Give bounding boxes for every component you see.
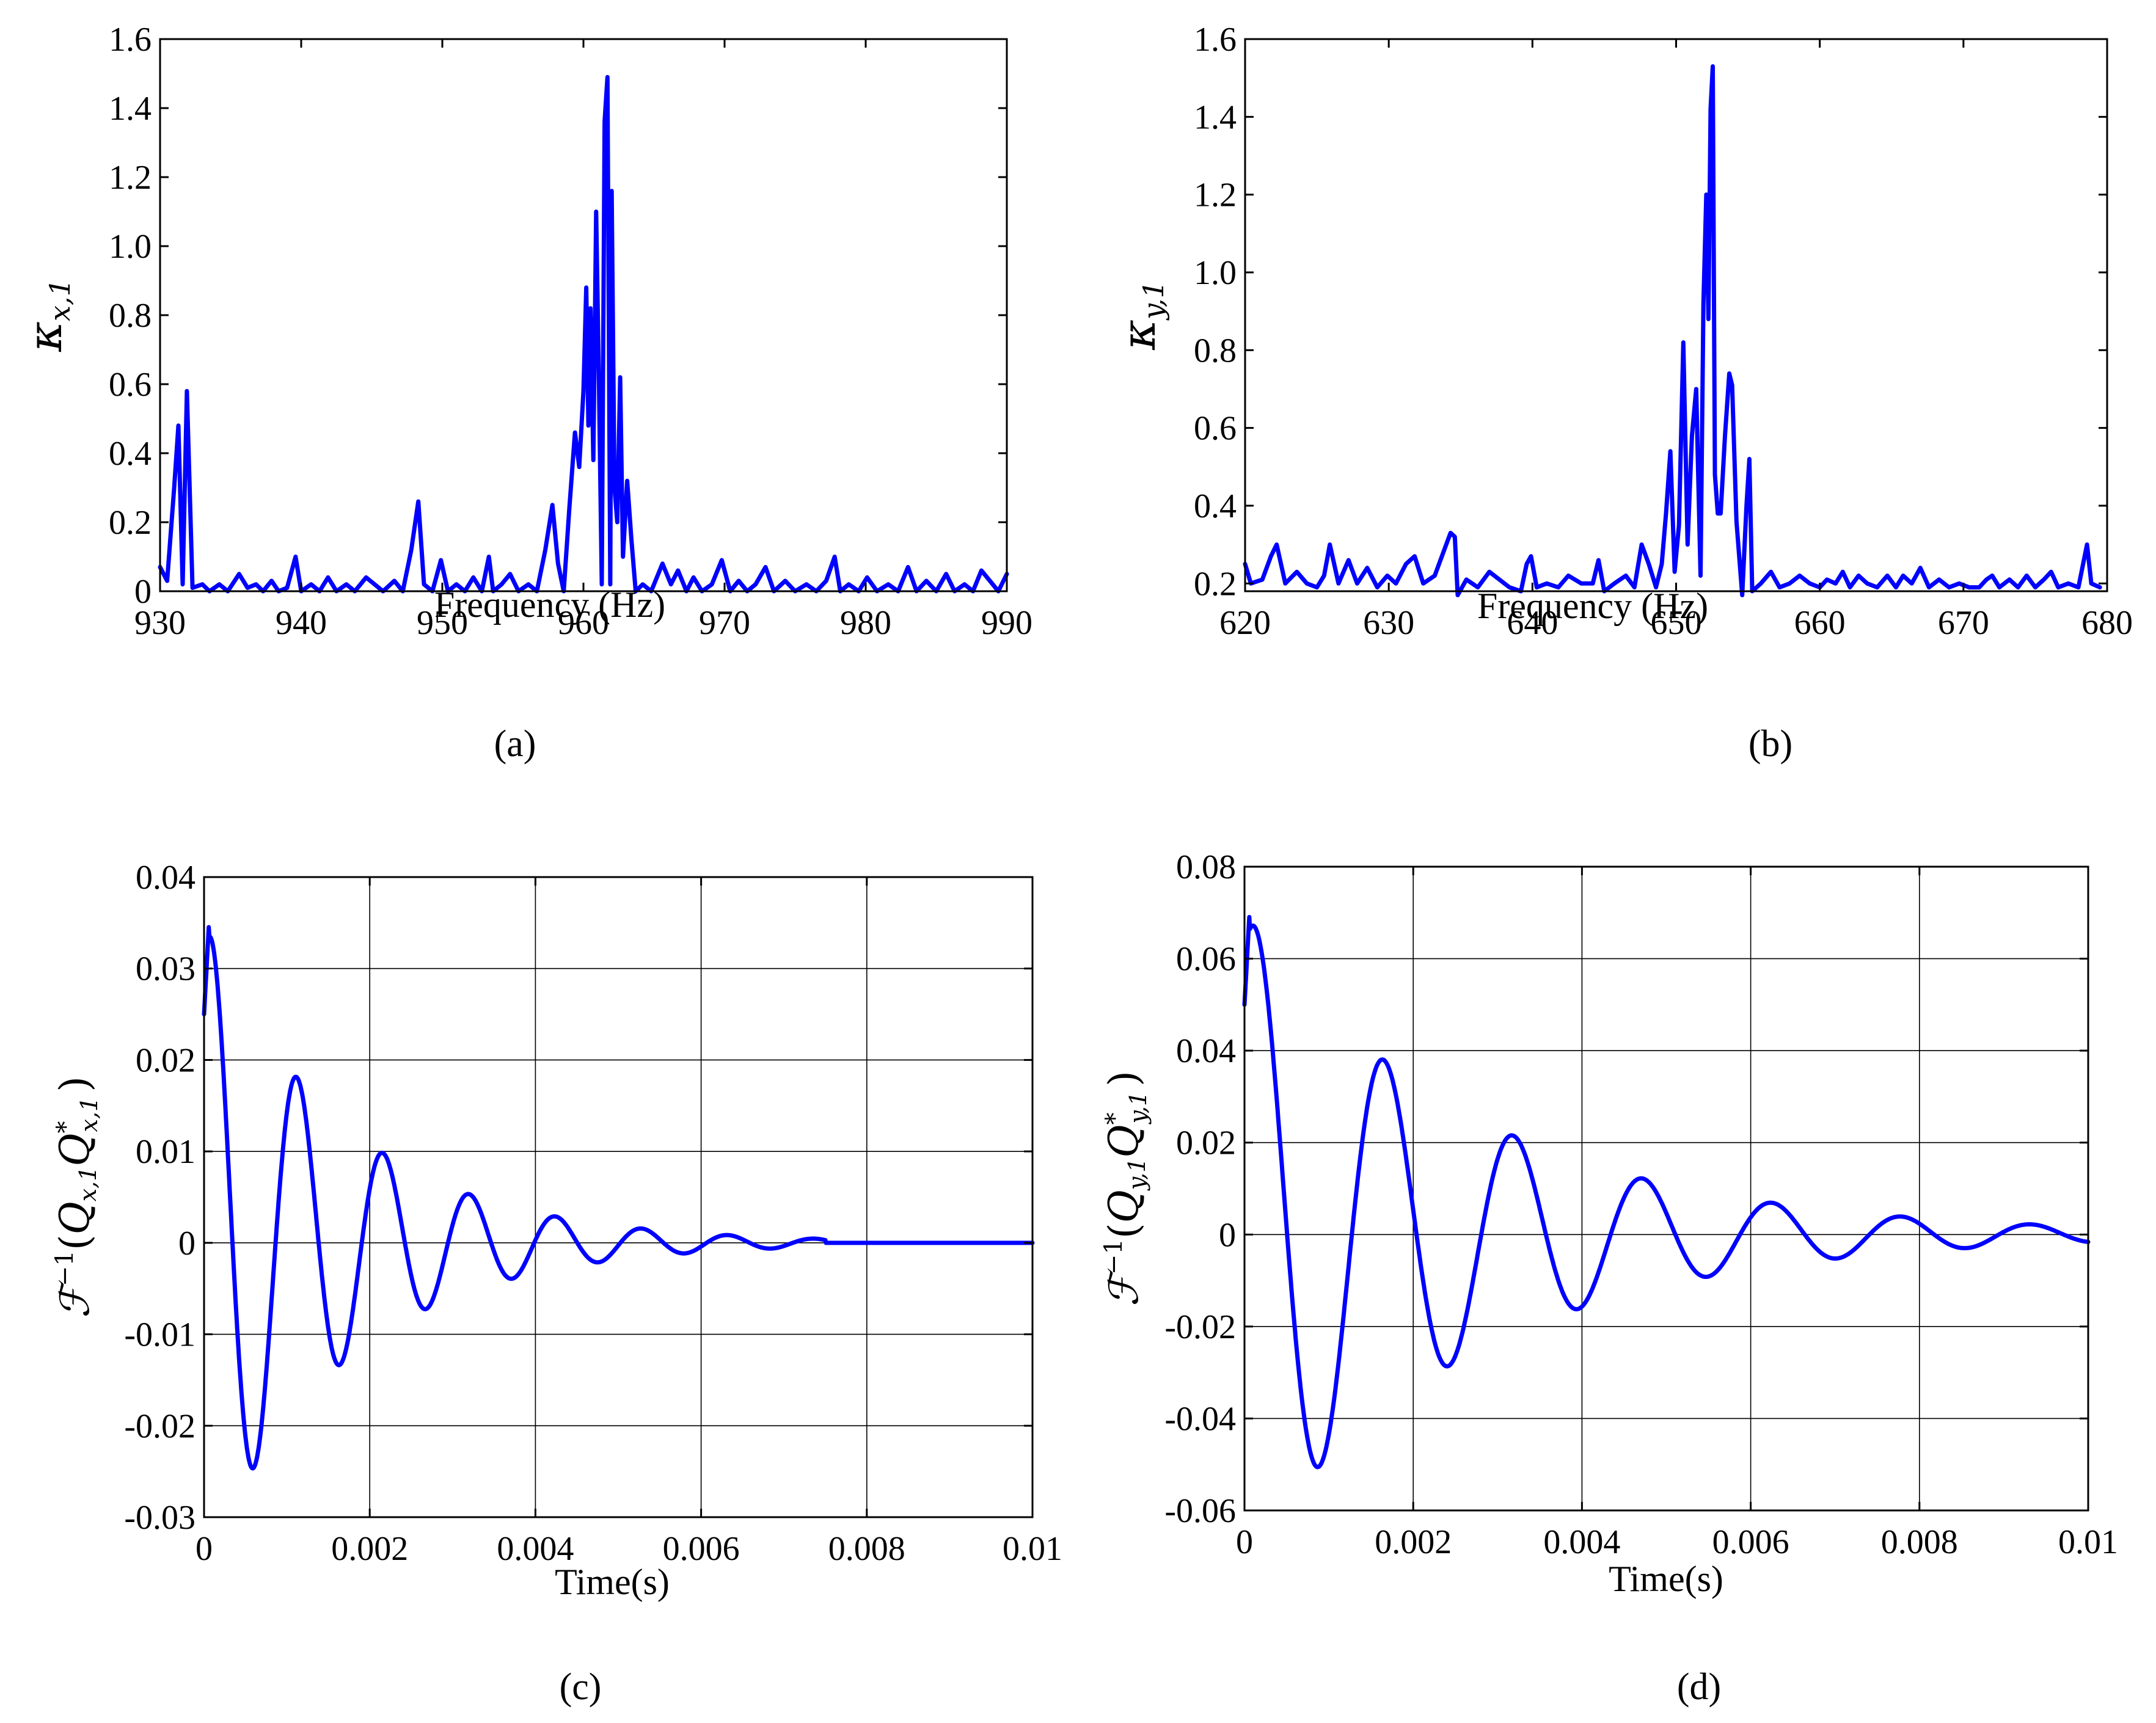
x-axis-label: Frequency (Hz) <box>1477 586 1708 626</box>
series-line <box>1242 915 2091 1470</box>
y-tick-label: 1.4 <box>109 90 152 128</box>
y-tick-label: 1.4 <box>1194 98 1237 136</box>
series-line <box>202 925 1035 1471</box>
y-tick-label: 0.6 <box>1194 410 1237 448</box>
y-tick-label: 0.06 <box>1176 941 1236 978</box>
x-tick-label: 680 <box>2081 604 2133 642</box>
x-tick-label: 0.002 <box>331 1530 408 1568</box>
y-tick-label: 0.6 <box>109 366 152 404</box>
x-tick-label: 0 <box>1236 1523 1253 1561</box>
x-tick-label: 930 <box>134 604 186 642</box>
x-tick-label: 970 <box>699 604 750 642</box>
y-tick-label: 0.8 <box>109 297 152 335</box>
y-axis-label: κy,1 <box>1111 280 1170 351</box>
panel-caption: (b) <box>1749 723 1792 765</box>
panel-caption: (a) <box>494 723 536 765</box>
y-axis-label: κx,1 <box>18 279 76 352</box>
series-line <box>1243 64 2102 597</box>
chart-a: 930 940 950 960 970 980 990 0 0.2 0.4 0.6 0.8 1.0 1.2… <box>18 21 1032 765</box>
y-tick-label: 0.04 <box>1176 1032 1236 1070</box>
y-tick-label: 0 <box>1219 1216 1236 1254</box>
panel-caption: (c) <box>560 1666 602 1708</box>
plot-frame <box>1244 38 2108 592</box>
y-tick-label: 0.2 <box>109 504 152 542</box>
y-tick-label: 0.08 <box>1176 848 1236 886</box>
y-tick-label: 1.2 <box>1194 177 1237 214</box>
x-tick-label: 0.004 <box>1543 1523 1620 1561</box>
y-tick-label: 1.2 <box>109 159 152 197</box>
x-tick-label: 650 <box>1651 604 1702 642</box>
x-axis-label: Time(s) <box>1609 1559 1723 1599</box>
x-tick-label: 0.004 <box>497 1530 574 1568</box>
x-tick-label: 0.006 <box>1712 1523 1789 1561</box>
panel-caption: (d) <box>1677 1666 1721 1708</box>
x-tick-label: 960 <box>558 604 609 642</box>
y-tick-label: 0.8 <box>1194 332 1237 370</box>
plot-frame <box>1243 865 2089 1512</box>
x-axis-label: Frequency (Hz) <box>434 585 665 625</box>
x-tick-label: 940 <box>276 604 327 642</box>
y-tick-label: 0.2 <box>1194 565 1237 603</box>
y-axis-label: ℱ−1(Qy,1Q*y,1) <box>1100 1071 1152 1306</box>
y-tick-label: -0.02 <box>1164 1308 1236 1346</box>
y-tick-label: 1.6 <box>1194 21 1237 59</box>
y-axis-label: ℱ−1(Qx,1Q*x,1) <box>51 1076 103 1318</box>
chart-b: 620 630 640 650 660 670 680 0.2 0.4 0.6 0.8 1.0 1.2 1… <box>1111 21 2133 765</box>
y-tick-label: -0.04 <box>1164 1400 1236 1438</box>
chart-c: 0 0.002 0.004 0.006 0.008 0.01 -0.03 -0.02 -0.01… <box>51 859 1062 1708</box>
y-tick-label: -0.03 <box>124 1499 196 1537</box>
x-tick-label: 950 <box>417 604 468 642</box>
x-tick-label: 630 <box>1363 604 1414 642</box>
y-tick-label: 0.01 <box>136 1133 196 1171</box>
y-tick-label: 0.02 <box>136 1041 196 1079</box>
y-tick-label: 1.6 <box>109 21 152 59</box>
x-tick-label: 640 <box>1507 604 1558 642</box>
x-tick-label: 0.006 <box>663 1530 740 1568</box>
x-tick-label: 0.008 <box>1881 1523 1958 1561</box>
y-tick-label: 1.0 <box>1194 254 1237 292</box>
y-tick-label: -0.06 <box>1164 1492 1236 1530</box>
y-tick-label: 0.04 <box>136 859 196 897</box>
x-tick-label: 0.002 <box>1375 1523 1452 1561</box>
plot-frame <box>203 876 1034 1518</box>
x-tick-label: 0.01 <box>1003 1530 1062 1568</box>
x-tick-label: 670 <box>1938 604 1989 642</box>
y-tick-label: 0.4 <box>109 435 152 473</box>
y-tick-label: -0.01 <box>124 1316 196 1354</box>
x-tick-label: 0.008 <box>828 1530 905 1568</box>
x-tick-label: 980 <box>840 604 891 642</box>
y-tick-label: 0.03 <box>136 950 196 988</box>
y-tick-label: 0 <box>134 573 152 611</box>
y-tick-label: 0 <box>178 1225 196 1262</box>
x-tick-label: 0.01 <box>2058 1523 2118 1561</box>
x-tick-label: 0 <box>196 1530 213 1568</box>
y-tick-label: 0.4 <box>1194 487 1237 525</box>
x-tick-label: 620 <box>1219 604 1271 642</box>
y-tick-label: 0.02 <box>1176 1124 1236 1162</box>
chart-d: 0 0.002 0.004 0.006 0.008 0.01 -0.06 -0.04 -0.02… <box>1100 848 2118 1708</box>
x-axis-label: Time(s) <box>555 1562 670 1602</box>
y-tick-label: 1.0 <box>109 228 152 266</box>
series-line <box>158 75 1009 594</box>
x-tick-label: 990 <box>981 604 1032 642</box>
x-tick-label: 660 <box>1794 604 1846 642</box>
y-tick-label: -0.02 <box>124 1407 196 1445</box>
